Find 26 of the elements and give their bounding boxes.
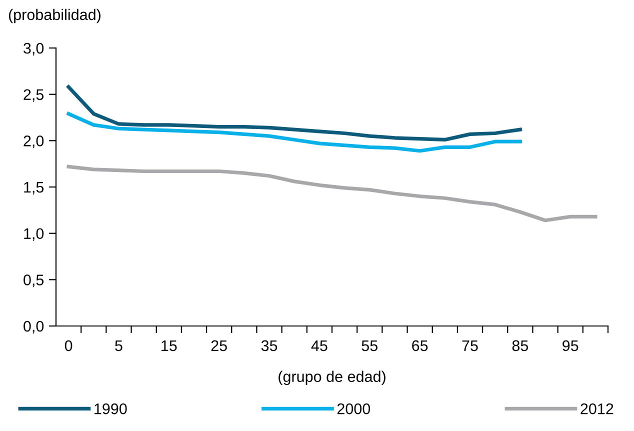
y-tick-label: 3,0: [24, 42, 44, 56]
x-tick-label: 0: [64, 340, 72, 352]
legend-label: 2000: [337, 403, 370, 414]
y-tick-label: 1,5: [24, 182, 44, 194]
y-tick-label: 0,5: [24, 274, 44, 288]
x-tick-label: 5: [115, 340, 122, 352]
y-tick-label: 0,0: [24, 320, 44, 334]
x-tick-label: 35: [261, 340, 278, 352]
line-series: [66, 112, 522, 153]
line-series: [66, 164, 598, 222]
x-tick-label: 45: [311, 340, 328, 352]
y-axis-title: (probabilidad): [8, 8, 100, 24]
x-tick-label: 15: [162, 340, 177, 352]
x-tick-label: 95: [562, 340, 578, 352]
y-tick-label: 2,0: [24, 136, 44, 148]
x-tick-label: 65: [412, 340, 428, 352]
legend-label: 2012: [580, 403, 614, 414]
x-tick-label: 85: [512, 340, 528, 352]
y-tick-label: 1,0: [24, 228, 44, 241]
x-tick-label: 75: [462, 340, 478, 352]
x-axis-title: (grupo de edad): [278, 370, 386, 386]
line-series: [66, 85, 522, 142]
x-tick-label: 55: [362, 340, 378, 352]
y-tick-label: 2,5: [24, 89, 44, 102]
legend-label: 1990: [94, 403, 127, 414]
x-tick-label: 25: [211, 340, 227, 352]
